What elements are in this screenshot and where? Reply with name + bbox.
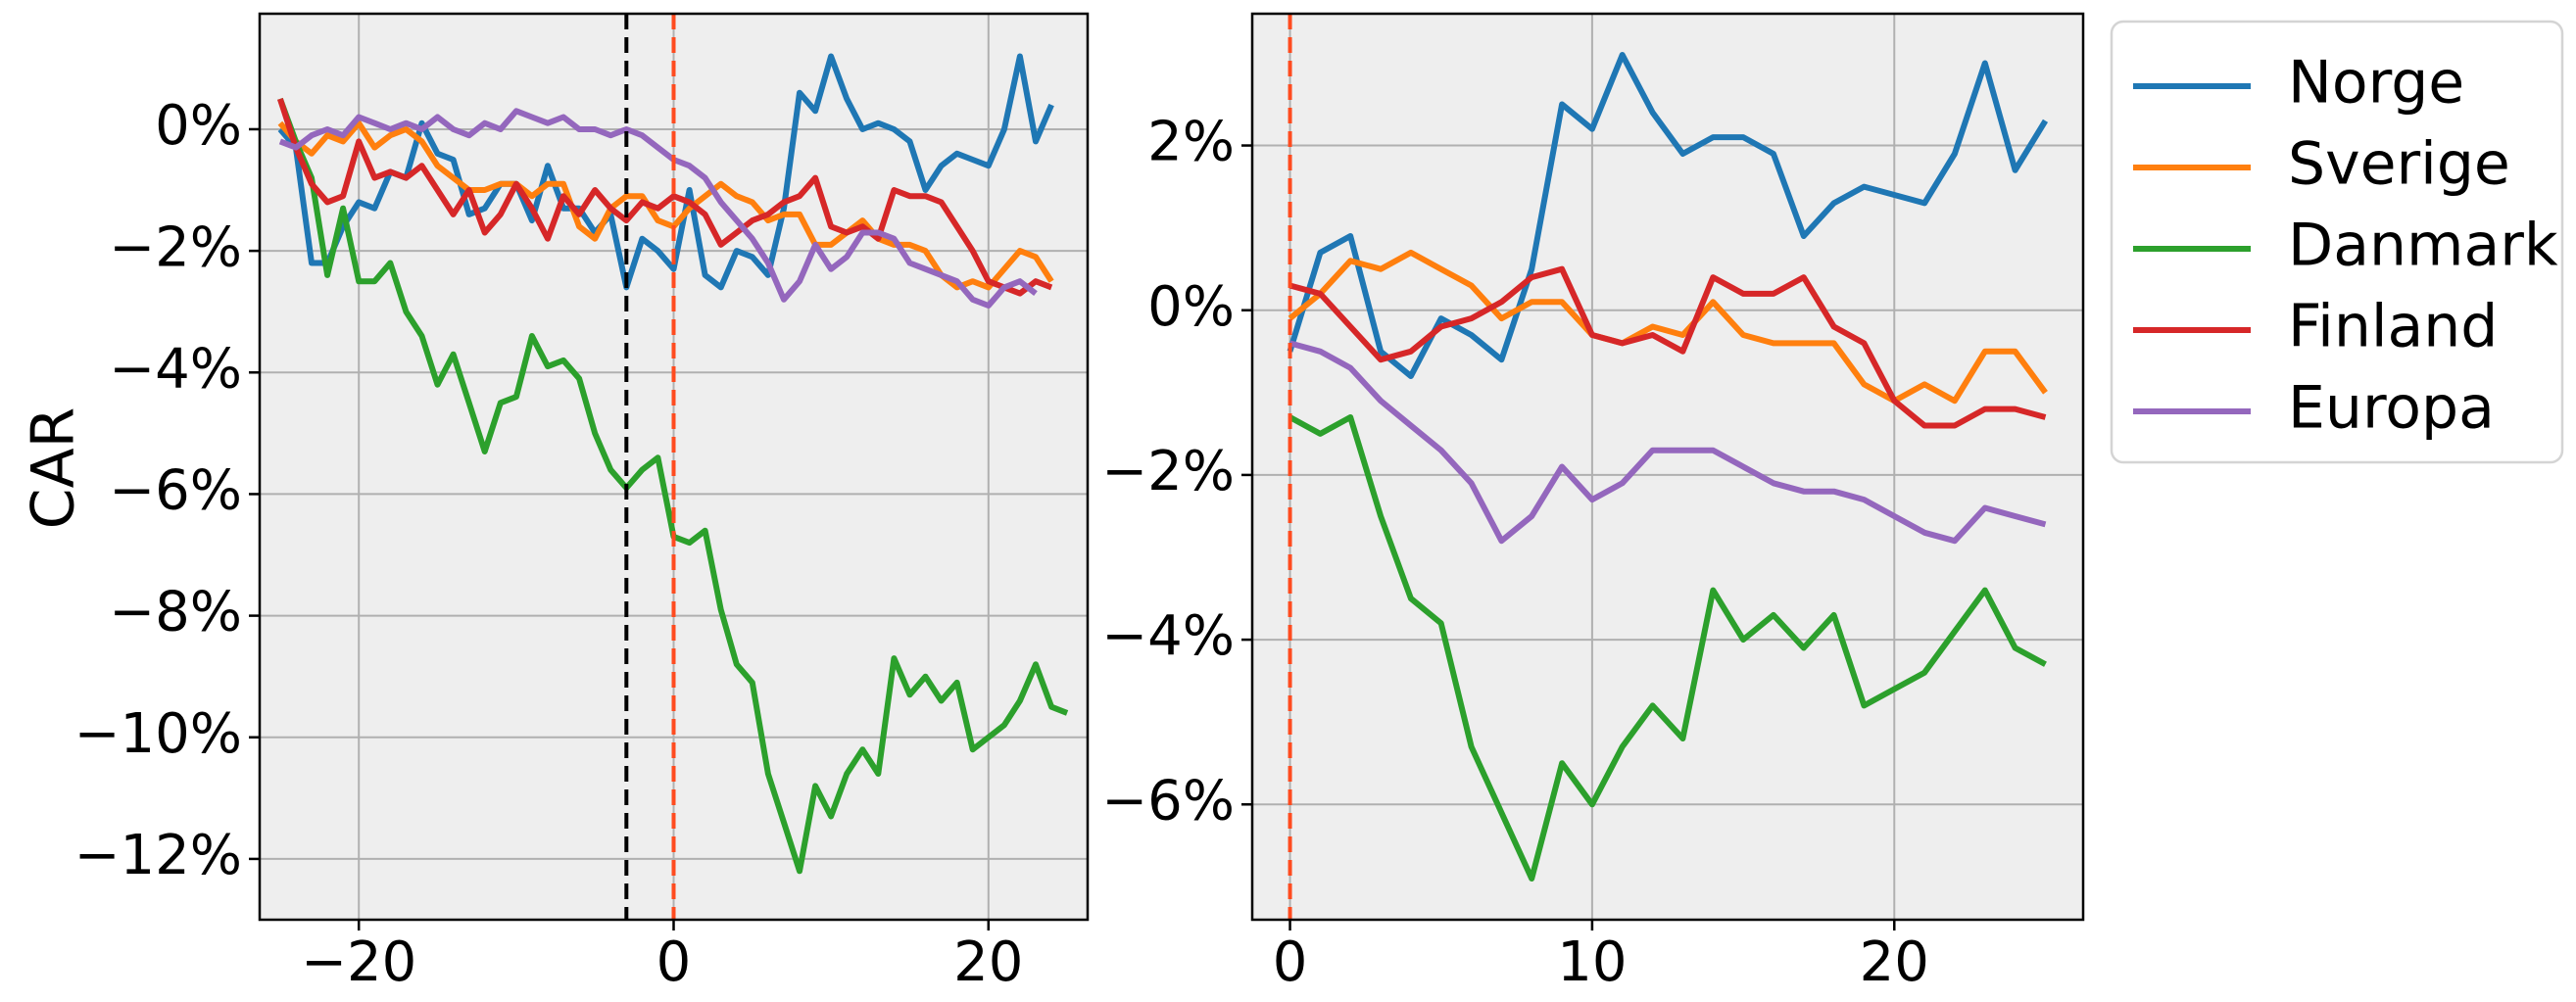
left-x-tick-label: 20 <box>953 930 1023 994</box>
right-panel-grid <box>1252 14 2083 920</box>
left-y-tick-label: 0% <box>155 94 242 158</box>
left-series-line-europa <box>278 108 1038 309</box>
left-y-tick-label: −8% <box>109 581 242 644</box>
left-y-tick-label: −12% <box>74 824 242 887</box>
right-y-tick-label: −4% <box>1101 604 1235 668</box>
left-series-line-finland <box>277 97 1053 297</box>
left-y-tick-label: −6% <box>109 459 242 523</box>
right-panel-ticks <box>1241 144 1896 930</box>
legend-box <box>2110 20 2564 464</box>
legend-label-europa: Europa <box>2288 374 2495 443</box>
left-x-tick-label: 0 <box>656 930 692 994</box>
right-panel-y-tick-labels: 2% 0% −2% −4% −6% <box>1101 111 1235 834</box>
right-series-line-norge <box>1287 52 2049 379</box>
left-series-line-sverige <box>277 119 1054 291</box>
right-y-tick-label: −2% <box>1101 440 1235 503</box>
right-y-tick-label: 0% <box>1147 275 1235 339</box>
right-y-tick-label: −6% <box>1101 769 1235 833</box>
right-x-tick-label: 20 <box>1860 930 1929 994</box>
right-x-tick-label: 0 <box>1273 930 1308 994</box>
right-panel-series <box>1287 14 2049 920</box>
left-y-tick-label: −2% <box>109 215 242 279</box>
right-series-line-sverige <box>1288 249 2048 405</box>
legend-label-danmark: Danmark <box>2288 212 2558 280</box>
left-panel-ticks <box>249 127 991 930</box>
left-y-tick-label: −4% <box>109 337 242 401</box>
left-y-tick-label: −10% <box>74 702 242 766</box>
legend-label-sverige: Sverige <box>2288 130 2510 199</box>
legend: Norge Sverige Danmark Finland Europa <box>2110 20 2564 464</box>
right-panel: 2% 0% −2% −4% −6% 0 10 20 <box>1101 12 2085 994</box>
y-axis-title: CAR <box>20 407 88 530</box>
left-panel-series <box>277 14 1069 920</box>
right-x-tick-label: 10 <box>1557 930 1627 994</box>
legend-label-norge: Norge <box>2288 49 2464 118</box>
right-panel-x-tick-labels: 0 10 20 <box>1273 930 1929 994</box>
legend-items: Norge Sverige Danmark Finland Europa <box>2133 49 2558 443</box>
legend-label-finland: Finland <box>2288 293 2498 361</box>
right-y-tick-label: 2% <box>1147 111 1235 174</box>
right-series-line-europa <box>1288 340 2047 545</box>
left-series-line-norge <box>277 53 1054 291</box>
right-panel-frame <box>1250 12 2085 922</box>
right-series-line-danmark <box>1288 414 2047 882</box>
right-series-line-finland <box>1288 265 2047 429</box>
left-panel-y-tick-labels: 0% −2% −4% −6% −8% −10% −12% <box>74 94 242 887</box>
left-panel-x-tick-labels: −20 0 20 <box>301 930 1023 994</box>
left-panel: 0% −2% −4% −6% −8% −10% −12% −20 0 20 CAR <box>20 12 1090 994</box>
left-x-tick-label: −20 <box>301 930 416 994</box>
